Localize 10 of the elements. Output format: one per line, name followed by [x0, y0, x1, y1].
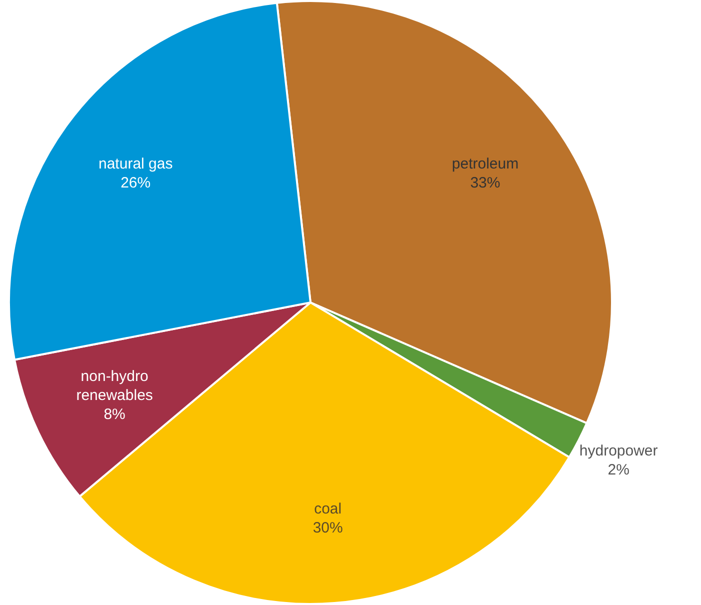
data-label: 8%: [104, 406, 126, 424]
data-label: 33%: [470, 174, 500, 192]
data-label: 30%: [312, 520, 343, 537]
slice-label: non-hydro renewables: [76, 368, 153, 404]
data-label: 2%: [608, 462, 630, 479]
slice-label: coal: [314, 500, 342, 518]
slice-label: hydropower: [579, 442, 658, 460]
data-label: 26%: [120, 174, 151, 192]
slice-label: natural gas: [98, 156, 173, 173]
slice-label: petroleum: [452, 155, 519, 172]
